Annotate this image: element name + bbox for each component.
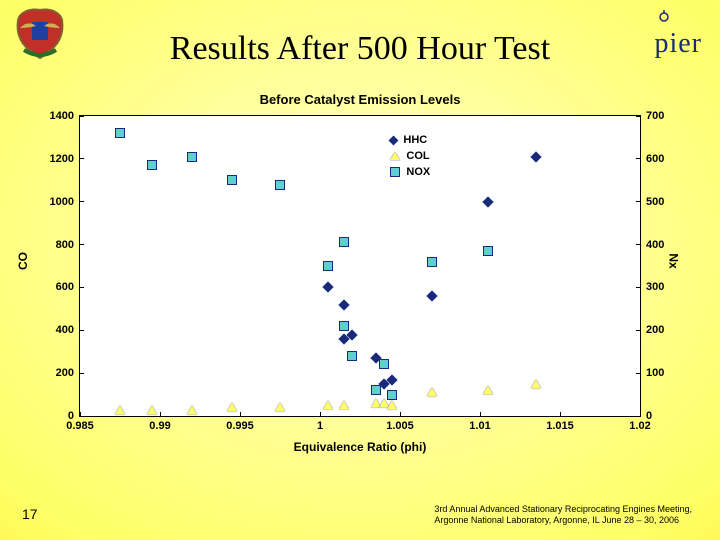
y-right-tick-label: 400 [640, 239, 664, 251]
y-left-tick-label: 1400 [50, 110, 80, 122]
legend-item: HHC [390, 132, 430, 148]
data-point-col [483, 386, 493, 395]
y-left-tick-label: 800 [56, 239, 80, 251]
footer-line-2: Argonne National Laboratory, Argonne, IL… [434, 515, 679, 525]
data-point-hhc [322, 282, 333, 293]
data-point-col [323, 401, 333, 410]
y-right-tick-label: 100 [640, 367, 664, 379]
y-right-tick-label: 700 [640, 110, 664, 122]
data-point-hhc [338, 299, 349, 310]
y-axis-right-label: Nx [667, 253, 681, 268]
data-point-nox [339, 237, 349, 247]
data-point-nox [387, 390, 397, 400]
data-point-col [187, 405, 197, 414]
legend-item: COL [390, 148, 430, 164]
legend: HHC COL NOX [382, 128, 438, 184]
x-tick-label: 0.995 [226, 416, 254, 432]
data-point-nox [115, 128, 125, 138]
data-point-nox [339, 321, 349, 331]
data-point-hhc [426, 290, 437, 301]
legend-item: NOX [390, 164, 430, 180]
y-right-tick-label: 300 [640, 281, 664, 293]
data-point-col [275, 403, 285, 412]
footer-citation: 3rd Annual Advanced Stationary Reciproca… [434, 504, 692, 526]
data-point-nox [379, 359, 389, 369]
y-axis-left-label: CO [16, 252, 30, 270]
data-point-nox [187, 152, 197, 162]
legend-label: HHC [403, 134, 427, 146]
y-right-tick-label: 200 [640, 324, 664, 336]
y-left-tick-label: 600 [56, 281, 80, 293]
data-point-nox [227, 175, 237, 185]
y-left-tick-label: 1000 [50, 196, 80, 208]
x-tick-label: 1 [317, 416, 323, 432]
scatter-plot: 0.9850.990.99511.0051.011.0151.020200400… [79, 115, 641, 417]
legend-label: NOX [406, 166, 430, 178]
chart-container: Before Catalyst Emission Levels 0.9850.9… [48, 92, 672, 478]
data-point-nox [347, 351, 357, 361]
y-left-tick-label: 400 [56, 324, 80, 336]
y-left-tick-label: 200 [56, 367, 80, 379]
x-tick-label: 0.99 [149, 416, 170, 432]
page-number: 17 [22, 506, 38, 522]
data-point-col [387, 401, 397, 410]
y-left-tick-label: 1200 [50, 153, 80, 165]
data-point-hhc [482, 196, 493, 207]
x-axis-label: Equivalence Ratio (phi) [48, 440, 672, 454]
legend-label: COL [406, 150, 429, 162]
data-point-nox [147, 160, 157, 170]
data-point-nox [323, 261, 333, 271]
data-point-col [227, 403, 237, 412]
x-tick-label: 1.015 [546, 416, 574, 432]
data-point-hhc [530, 151, 541, 162]
y-right-tick-label: 500 [640, 196, 664, 208]
data-point-col [147, 405, 157, 414]
data-point-nox [483, 246, 493, 256]
x-tick-label: 1.005 [386, 416, 414, 432]
chart-title: Before Catalyst Emission Levels [48, 92, 672, 107]
data-point-nox [427, 257, 437, 267]
y-right-tick-label: 0 [640, 410, 652, 422]
footer-line-1: 3rd Annual Advanced Stationary Reciproca… [434, 504, 692, 514]
legend-marker-hhc [389, 135, 399, 145]
legend-marker-col [390, 152, 400, 160]
data-point-nox [371, 385, 381, 395]
data-point-col [427, 388, 437, 397]
y-right-tick-label: 600 [640, 153, 664, 165]
x-tick-label: 1.01 [469, 416, 490, 432]
data-point-nox [275, 180, 285, 190]
slide-title: Results After 500 Hour Test [0, 30, 720, 68]
legend-marker-nox [390, 167, 400, 177]
data-point-col [531, 379, 541, 388]
data-point-col [339, 401, 349, 410]
data-point-col [115, 405, 125, 414]
